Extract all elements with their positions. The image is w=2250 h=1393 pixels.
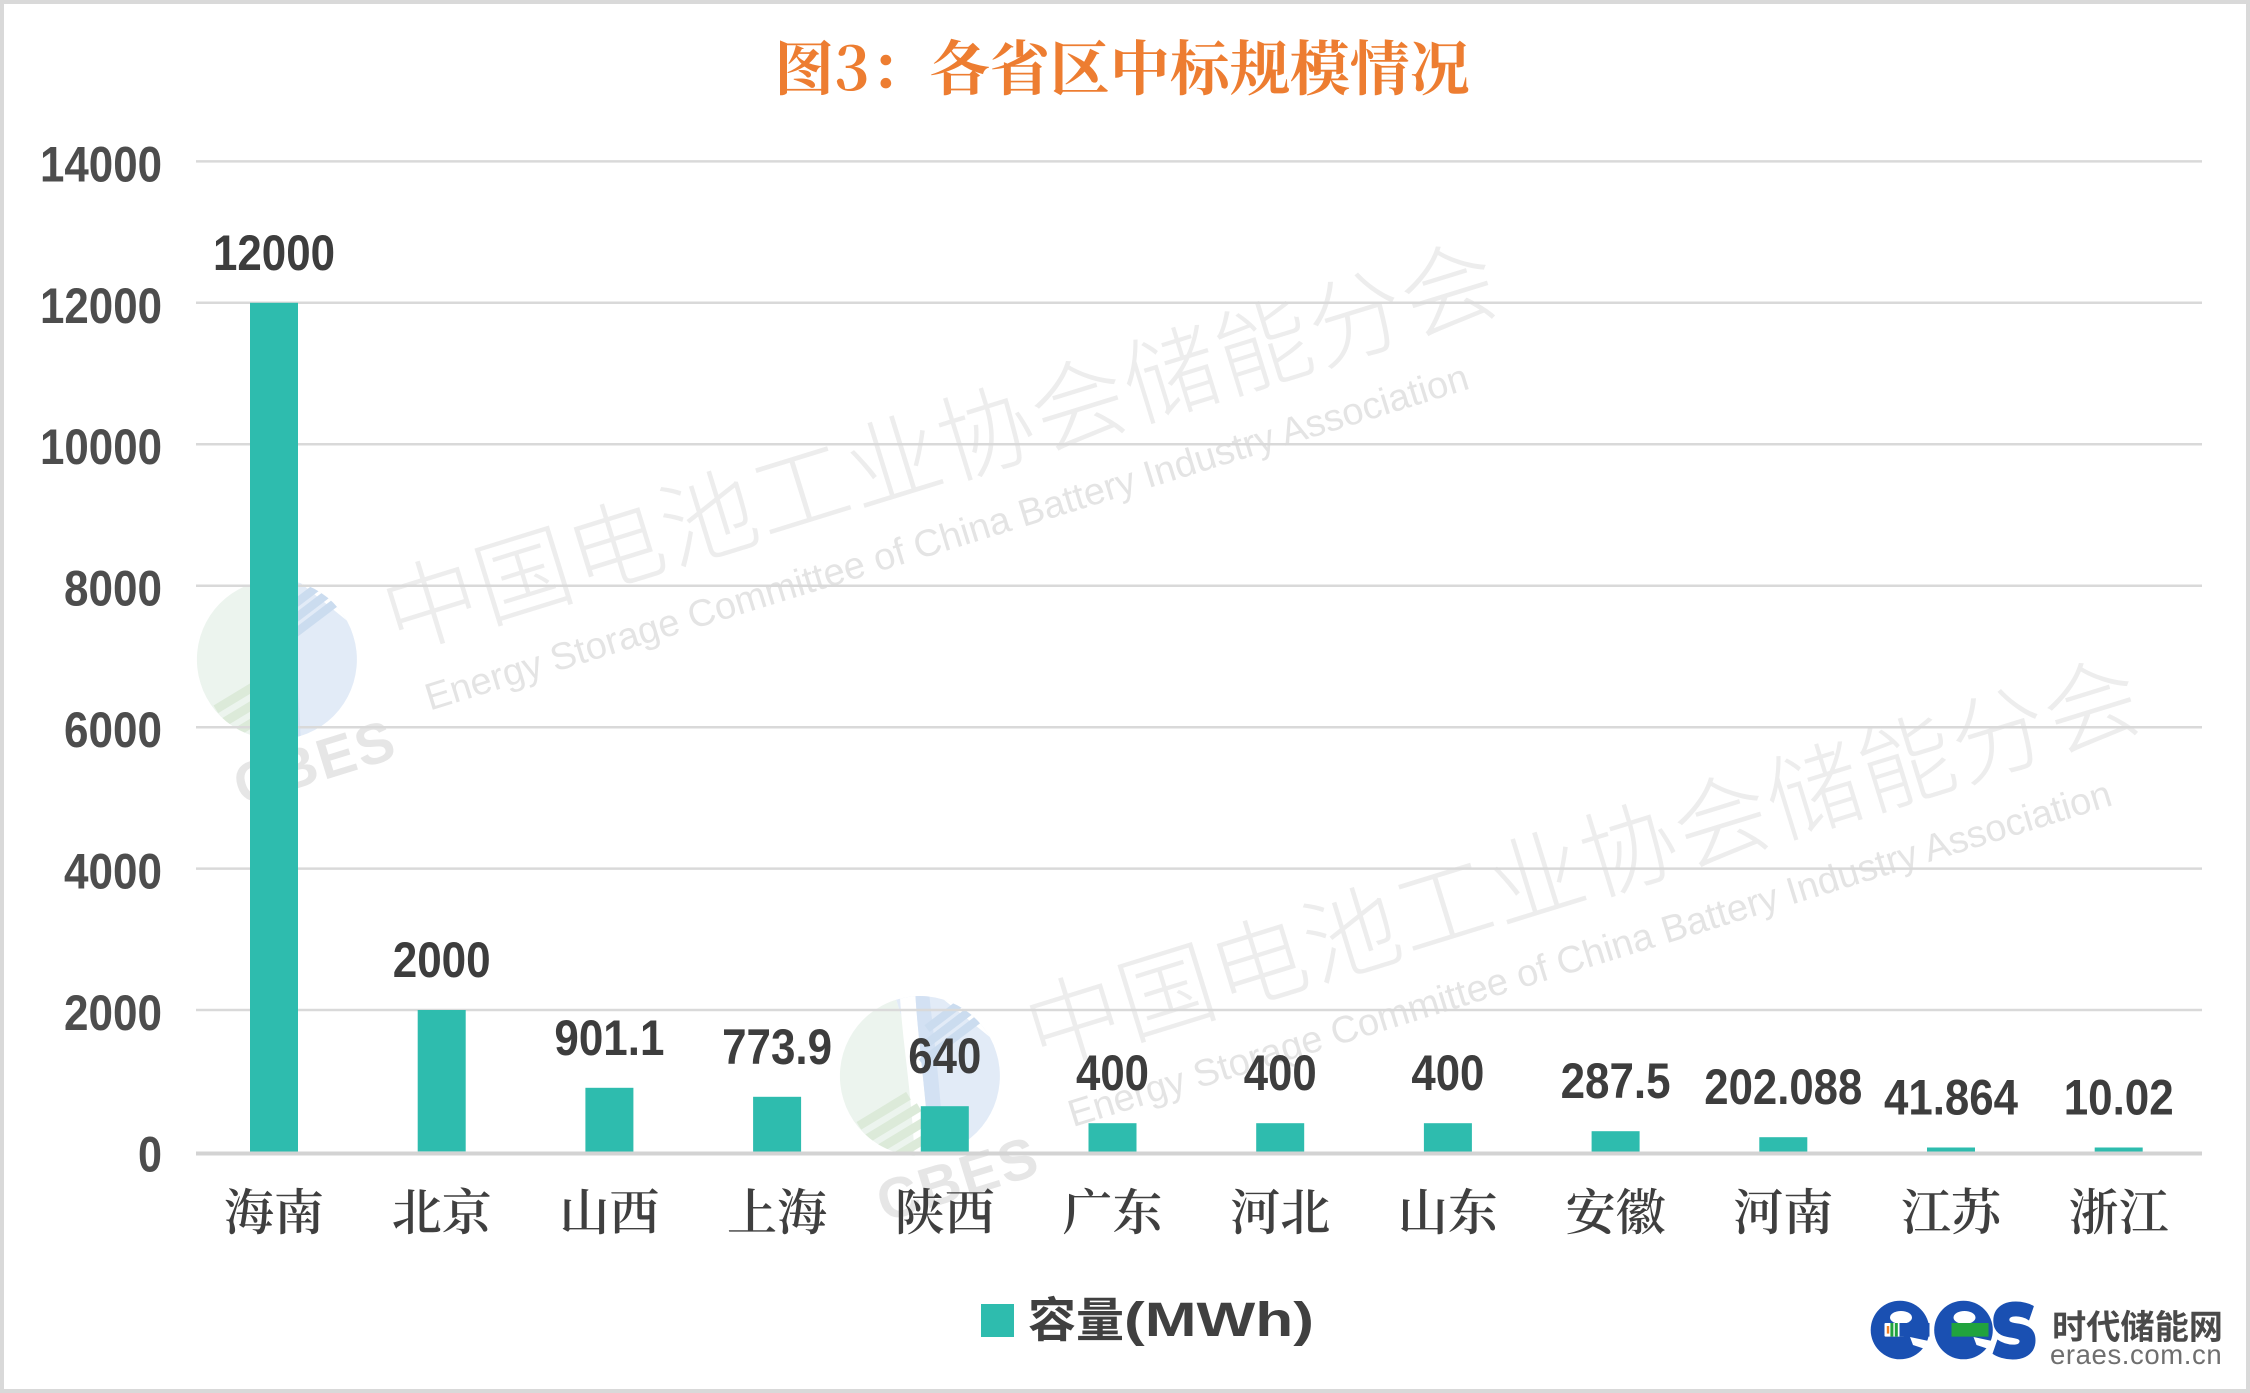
svg-text:14000: 14000: [40, 136, 162, 192]
svg-text:(MWh): (MWh): [1124, 1294, 1314, 1347]
svg-text:640: 640: [908, 1028, 981, 1084]
svg-text:901.1: 901.1: [554, 1010, 664, 1066]
svg-text:400: 400: [1244, 1045, 1317, 1101]
svg-text:2000: 2000: [64, 985, 162, 1041]
svg-text:8000: 8000: [64, 561, 162, 617]
svg-text:41.864: 41.864: [1884, 1070, 2018, 1126]
svg-text:202.088: 202.088: [1704, 1059, 1862, 1115]
svg-text:4000: 4000: [64, 844, 162, 900]
svg-text:287.5: 287.5: [1561, 1053, 1671, 1109]
svg-text:773.9: 773.9: [722, 1019, 832, 1075]
svg-text:6000: 6000: [64, 702, 162, 758]
svg-text:400: 400: [1076, 1045, 1149, 1101]
svg-text:12000: 12000: [40, 278, 162, 334]
svg-text:0: 0: [138, 1127, 162, 1183]
svg-text:10.02: 10.02: [2064, 1070, 2174, 1126]
svg-text:2000: 2000: [393, 932, 491, 988]
svg-text:eraes.com.cn: eraes.com.cn: [2050, 1339, 2222, 1370]
svg-text:12000: 12000: [213, 225, 335, 281]
svg-text:10000: 10000: [40, 419, 162, 475]
svg-text:400: 400: [1411, 1045, 1484, 1101]
